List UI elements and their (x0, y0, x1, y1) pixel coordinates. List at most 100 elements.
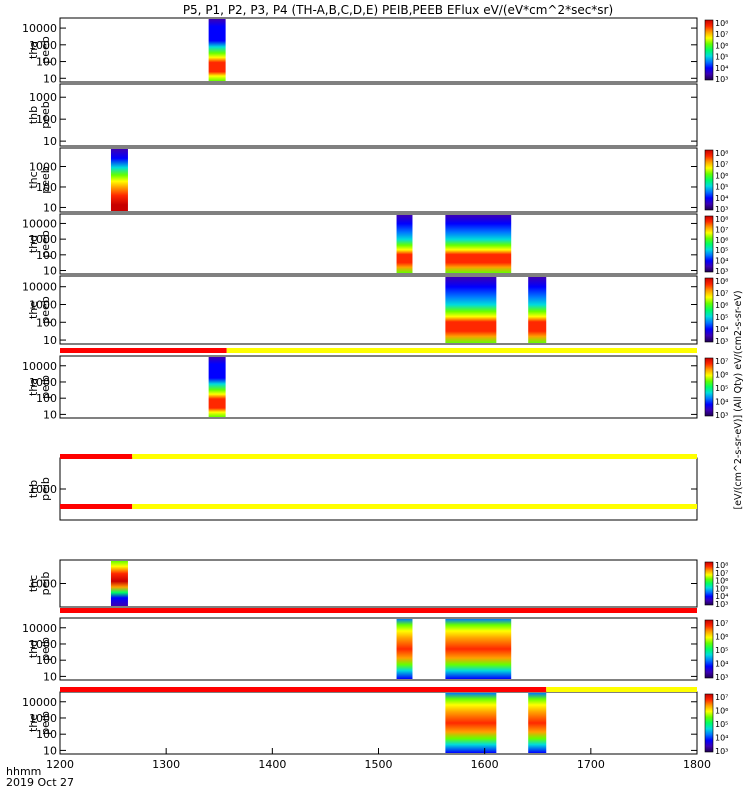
colorbar-tick-label: 10⁴ (715, 64, 728, 73)
y-tick-label: 100 (36, 113, 57, 126)
y-tick-label: 1000 (29, 712, 57, 725)
y-tick-label: 1000 (29, 233, 57, 246)
panel-ylabel: thd (27, 640, 40, 658)
y-tick-label: 1000 (29, 578, 57, 591)
colorbar-tick-label: 10³ (715, 75, 728, 84)
colorbar (704, 357, 714, 417)
colorbar-tick-label: 10⁷ (715, 160, 728, 169)
colorbar-tick-label: 10⁸ (715, 277, 728, 286)
panel-ylabel: peeb (39, 166, 52, 194)
colorbar-tick-label: 10³ (715, 205, 728, 214)
colorbar-tick-label: 10⁶ (715, 301, 728, 310)
colorbar-tick-label: 10³ (715, 337, 728, 346)
panel-frame (59, 559, 698, 608)
panel-frame (59, 147, 698, 213)
spectrogram-block-thc_peeb-0 (110, 149, 128, 211)
y-tick-label: 10 (43, 408, 57, 421)
y-tick-label: 10 (43, 265, 57, 278)
flag-bar-red (60, 504, 133, 509)
y-tick-label: 10 (43, 201, 57, 214)
y-tick-label: 1000 (29, 638, 57, 651)
panel-ylabel: the (27, 714, 40, 732)
spectrogram-block-tha_peib-0 (208, 357, 226, 417)
colorbar-tick-label: 10⁶ (715, 577, 728, 586)
colorbar-tick-label: 10⁷ (715, 693, 728, 702)
panel-ylabel: the (27, 301, 40, 319)
colorbar-tick-label: 10⁷ (715, 225, 728, 234)
panel-tha_peib: 10 100 1000 10000 tha peib 10³ 10⁴ 10⁵ 10⁶ 10⁷ (22, 355, 728, 421)
y-tick-label: 10 (43, 744, 57, 757)
flag-bar-yellow (132, 454, 697, 459)
flag-bar-yellow (132, 504, 697, 509)
colorbar-tick-label: 10⁵ (715, 313, 728, 322)
flag-bar-red (60, 687, 547, 692)
y-tick-label: 100 (36, 181, 57, 194)
x-tick-label: 1400 (258, 758, 286, 771)
x-tick-label: 1800 (683, 758, 711, 771)
colorbar-tick-label: 10⁵ (715, 384, 728, 393)
y-tick-label: 100 (36, 56, 57, 69)
colorbar-tick-label: 10³ (715, 600, 728, 609)
panel-frame (59, 355, 698, 419)
colorbar-tick-label: 10³ (715, 411, 728, 420)
colorbar-tick-label: 10⁶ (715, 633, 728, 642)
panel-frame (59, 691, 698, 755)
colorbar (704, 561, 714, 606)
panel-ylabel: thb (27, 106, 40, 124)
y-tick-label: 10000 (22, 622, 57, 635)
colorbar-tick-label: 10³ (715, 747, 728, 756)
colorbar-tick-label: 10³ (715, 267, 728, 276)
colorbar-tick-label: 10⁷ (715, 357, 728, 366)
spectrogram-block-thd_peeb-0 (396, 215, 413, 273)
colorbar (704, 277, 714, 343)
panel-ylabel: peib (39, 477, 52, 501)
colorbar-tick-label: 10⁵ (715, 183, 728, 192)
y-tick-label: 10000 (22, 217, 57, 230)
y-tick-label: 100 (36, 728, 57, 741)
y-tick-label: 100 (36, 249, 57, 262)
colorbar-tick-label: 10⁷ (715, 619, 728, 628)
panel-frame (59, 213, 698, 275)
flag-bar-yellow (226, 348, 697, 353)
colorbar-tick-label: 10⁶ (715, 236, 728, 245)
colorbar-units-label: [eV/(cm^2-s-sr-eV)] (All Qty) eV/(cm2-s-… (733, 290, 744, 509)
colorbar-tick-label: 10⁸ (715, 149, 728, 158)
panel-ylabel: thb (27, 480, 40, 498)
y-tick-label: 100 (36, 316, 57, 329)
panel-frame (59, 457, 698, 521)
colorbar-tick-label: 10⁵ (715, 246, 728, 255)
panel-ylabel: thc (27, 575, 40, 592)
y-tick-label: 1000 (29, 298, 57, 311)
panel-ylabel: peib (39, 711, 52, 735)
spectrogram-block-thd_peib-1 (445, 619, 512, 679)
x-tick-label: 1700 (577, 758, 605, 771)
time-label: hhmm (6, 765, 41, 778)
panel-frame (59, 83, 698, 147)
y-tick-label: 10000 (22, 281, 57, 294)
colorbar-tick-label: 10⁸ (715, 561, 728, 570)
y-tick-label: 1000 (29, 160, 57, 173)
y-tick-label: 10000 (22, 360, 57, 373)
panel-frame (59, 617, 698, 681)
colorbar (704, 149, 714, 211)
y-tick-label: 1000 (29, 91, 57, 104)
spectrogram-block-the_peib-0 (445, 693, 497, 753)
spectrogram-block-tha_peeb-0 (208, 19, 226, 81)
flag-bar-red (60, 454, 133, 459)
flag-bar-yellow (546, 687, 697, 692)
spectrogram-block-thd_peeb-1 (445, 215, 512, 273)
colorbar-tick-label: 10⁴ (715, 398, 728, 407)
colorbar-tick-label: 10⁵ (715, 646, 728, 655)
panel-ylabel: tha (27, 41, 40, 59)
spectrogram-block-thd_peib-0 (396, 619, 413, 679)
panel-ylabel: tha (27, 378, 40, 396)
y-tick-label: 10 (43, 334, 57, 347)
colorbar-tick-label: 10⁷ (715, 289, 728, 298)
y-tick-label: 100 (36, 392, 57, 405)
panel-thb_peeb: 10 100 1000 thb peeb (27, 83, 698, 148)
